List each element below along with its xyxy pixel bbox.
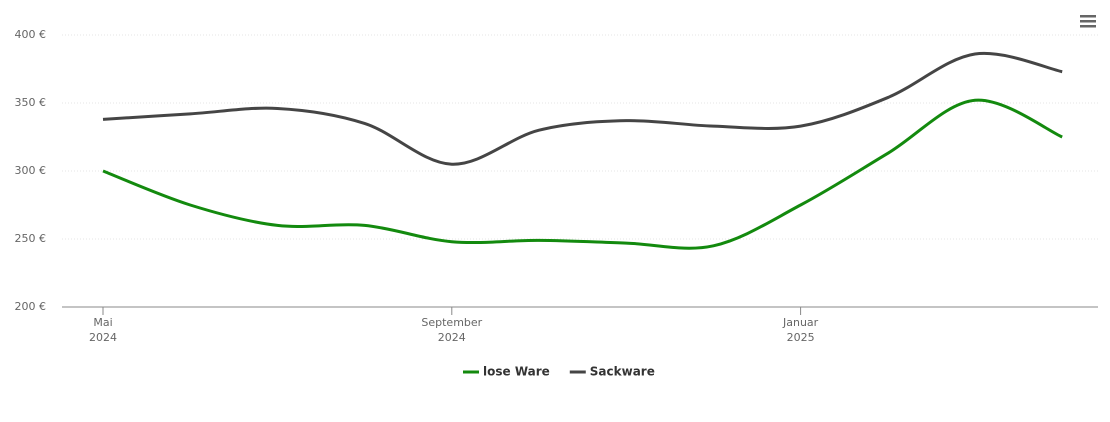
x-tick-label: 2025 (787, 331, 815, 344)
menu-bar (1080, 20, 1096, 23)
legend-label[interactable]: lose Ware (483, 365, 550, 379)
menu-button[interactable] (1080, 15, 1096, 28)
legend: lose Ware Sackware (463, 365, 655, 379)
x-tick-label: 2024 (438, 331, 466, 344)
x-tick-label: September (421, 316, 482, 329)
y-tick-label: 300 € (15, 164, 47, 177)
legend-label[interactable]: Sackware (590, 365, 655, 379)
menu-bar (1080, 15, 1096, 18)
line-series (102, 98, 1063, 250)
y-tick-label: 250 € (15, 232, 47, 245)
x-tick-label: 2024 (89, 331, 117, 344)
x-tick-label: Januar (782, 316, 819, 329)
x-tick-label: Mai (93, 316, 112, 329)
line-series (102, 51, 1063, 166)
y-tick-label: 350 € (15, 96, 47, 109)
y-tick-label: 200 € (15, 300, 47, 313)
menu-bar (1080, 25, 1096, 28)
y-tick-label: 400 € (15, 28, 47, 41)
